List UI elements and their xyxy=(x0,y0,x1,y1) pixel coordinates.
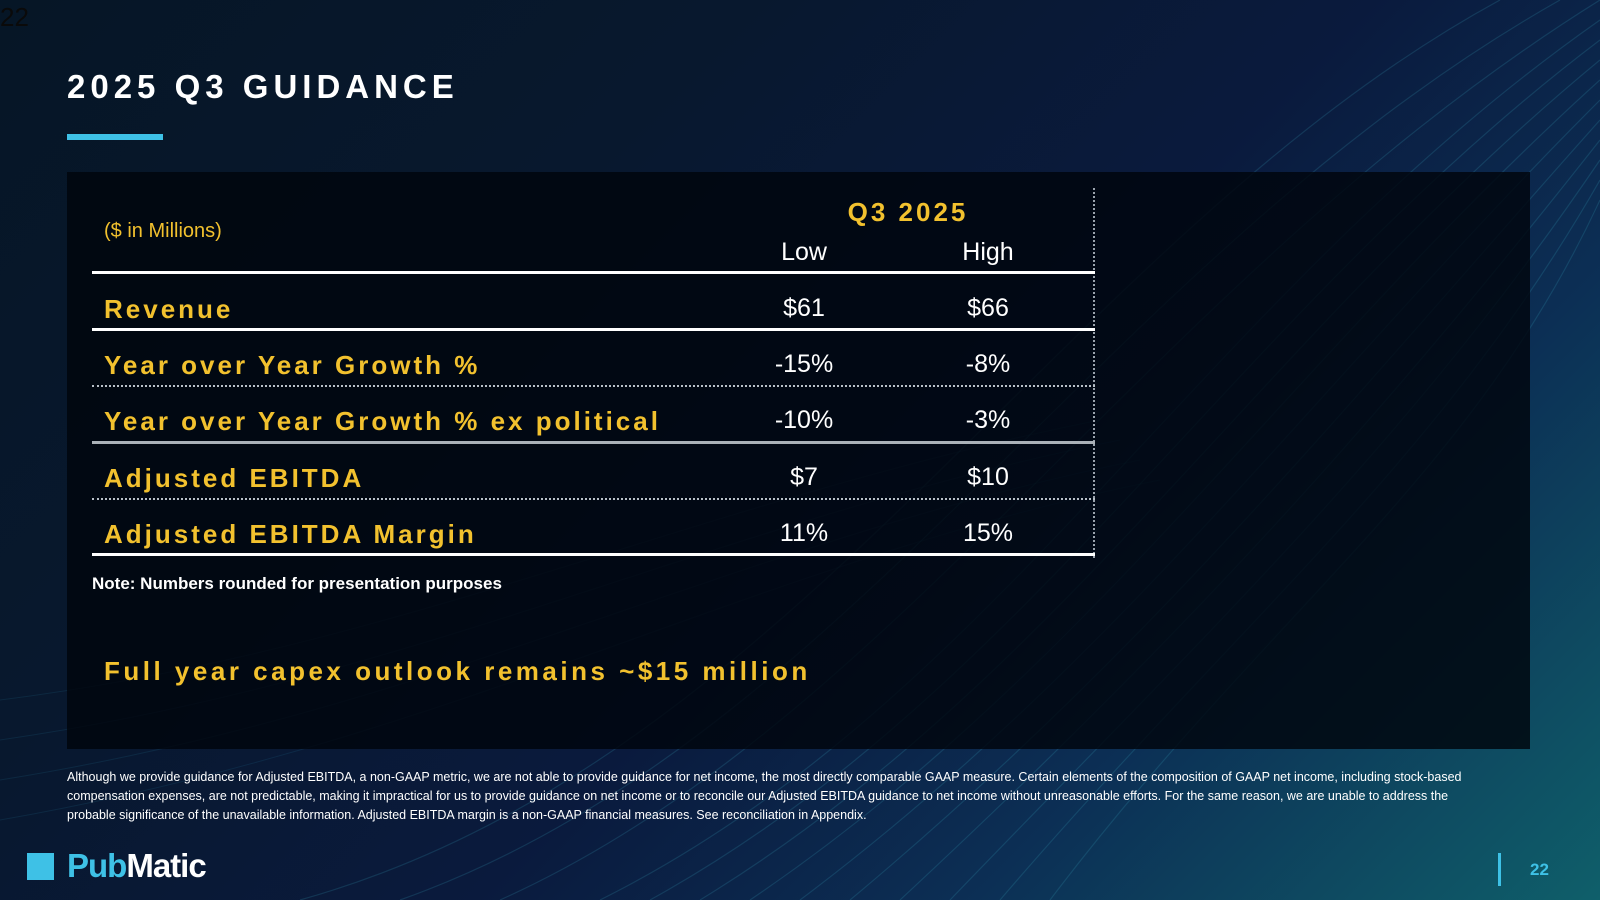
non-gaap-disclaimer: Although we provide guidance for Adjuste… xyxy=(67,770,1462,822)
row-divider xyxy=(92,385,1095,387)
row-label: Adjusted EBITDA xyxy=(104,463,365,493)
row-high-value: -8% xyxy=(965,350,1011,378)
row-high-value: $10 xyxy=(967,463,1009,491)
table-row: Adjusted EBITDA $7 $10 xyxy=(92,451,1095,507)
title-underline xyxy=(67,134,163,140)
table-header-rule xyxy=(92,271,1095,274)
table-row: Year over Year Growth % ex political -10… xyxy=(92,394,1095,450)
page-number: 22 xyxy=(1530,860,1549,879)
table-right-border xyxy=(1093,188,1095,558)
row-high-value: $66 xyxy=(967,294,1009,322)
row-divider xyxy=(92,441,1095,444)
guidance-panel xyxy=(67,172,1530,749)
logo-square-icon xyxy=(27,853,54,880)
corner-page-number: 22 xyxy=(0,2,29,32)
units-label: ($ in Millions) xyxy=(104,220,222,242)
row-low-value: 11% xyxy=(779,519,829,547)
row-divider xyxy=(92,498,1095,500)
row-label: Revenue xyxy=(104,294,234,324)
table-bottom-rule xyxy=(92,553,1095,556)
row-label: Year over Year Growth % xyxy=(104,350,481,380)
page-title: 2025 Q3 GUIDANCE xyxy=(67,68,459,105)
row-high-value: 15% xyxy=(962,519,1014,547)
row-divider xyxy=(92,328,1095,331)
capex-outlook: Full year capex outlook remains ~$15 mil… xyxy=(104,656,811,686)
logo-wordmark: PubMatic xyxy=(67,847,207,885)
logo-wordmark-matic: Matic xyxy=(126,847,206,884)
table-row: Adjusted EBITDA Margin 11% 15% xyxy=(92,507,1095,563)
page-number-divider xyxy=(1498,853,1501,886)
row-low-value: $7 xyxy=(790,463,818,491)
row-label: Year over Year Growth % ex political xyxy=(104,406,661,436)
row-label: Adjusted EBITDA Margin xyxy=(104,519,477,549)
table-row: Year over Year Growth % -15% -8% xyxy=(92,338,1095,394)
row-low-value: -15% xyxy=(774,350,834,378)
column-header-high: High xyxy=(962,238,1014,266)
period-header: Q3 2025 xyxy=(847,197,969,227)
row-low-value: $61 xyxy=(783,294,825,322)
column-header-low: Low xyxy=(781,238,827,266)
rounding-note: Note: Numbers rounded for presentation p… xyxy=(92,574,502,593)
table-row: Revenue $61 $66 xyxy=(92,282,1095,338)
logo-wordmark-pub: Pub xyxy=(67,847,127,884)
row-high-value: -3% xyxy=(965,406,1011,434)
row-low-value: -10% xyxy=(774,406,834,434)
